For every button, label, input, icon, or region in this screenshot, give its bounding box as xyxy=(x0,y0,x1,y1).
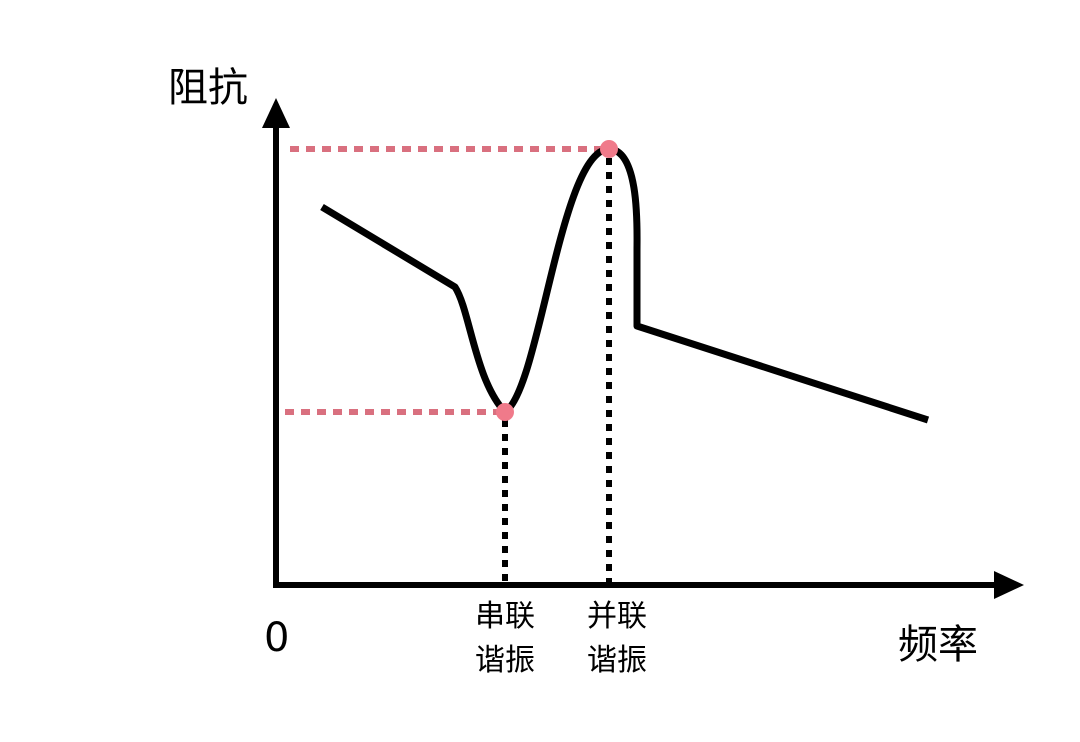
impedance-curve xyxy=(320,145,930,424)
origin-label: 0 xyxy=(264,615,290,661)
series-resonance-line1: 串联 xyxy=(475,599,535,634)
series-resonance-point xyxy=(496,403,514,421)
parallel-resonance-line2: 谐振 xyxy=(587,643,647,678)
series-resonance-line2: 谐振 xyxy=(475,643,535,678)
x-axis-arrow xyxy=(994,571,1024,599)
y-axis-label: 阻抗 xyxy=(168,65,248,111)
x-axis-label: 频率 xyxy=(898,622,978,668)
parallel-resonance-label: 并联 谐振 xyxy=(577,595,657,683)
parallel-resonance-point xyxy=(600,140,618,158)
parallel-resonance-line1: 并联 xyxy=(587,599,647,634)
series-resonance-label: 串联 谐振 xyxy=(465,595,545,683)
y-axis-arrow xyxy=(262,98,290,128)
